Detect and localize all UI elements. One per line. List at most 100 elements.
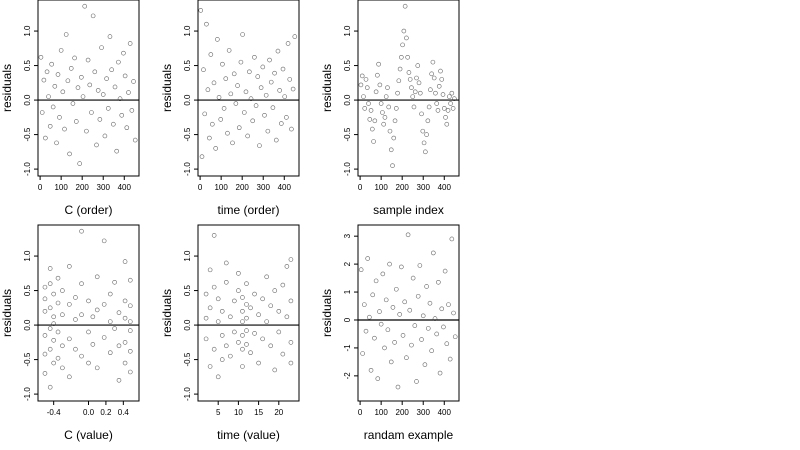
data-point: [401, 28, 407, 34]
y-tick-label: 1.0: [343, 25, 352, 37]
data-point: [39, 110, 45, 115]
data-point: [268, 79, 274, 85]
data-point: [73, 119, 79, 124]
data-point: [381, 121, 386, 127]
data-point: [445, 108, 451, 113]
data-point: [122, 73, 128, 79]
data-point: [255, 74, 261, 79]
x-tick-label: -0.4: [47, 408, 61, 417]
data-point: [79, 75, 84, 80]
data-point: [272, 288, 278, 293]
plot-frame: [37, 0, 140, 177]
y-tick-label: 0.0: [23, 94, 32, 106]
y-tick-label: 0: [343, 317, 352, 322]
data-point: [285, 41, 291, 46]
plot-frame: [357, 224, 460, 402]
x-tick-label: 100: [374, 408, 388, 417]
data-point: [277, 88, 282, 93]
data-point: [207, 135, 212, 141]
data-point: [367, 314, 372, 320]
data-point: [260, 296, 265, 302]
data-point: [114, 148, 119, 154]
data-point: [116, 343, 122, 349]
x-tick-label: 10: [234, 408, 243, 417]
data-point: [49, 61, 54, 67]
data-point: [79, 228, 84, 234]
data-point: [287, 77, 293, 82]
data-point: [380, 110, 385, 115]
data-point: [213, 146, 218, 151]
data-point: [288, 360, 294, 366]
data-point: [397, 312, 402, 317]
data-point: [276, 308, 282, 314]
data-point: [367, 117, 373, 122]
data-point: [292, 34, 298, 39]
data-point: [116, 59, 121, 65]
data-point: [393, 286, 399, 292]
data-point: [42, 333, 48, 338]
data-point: [441, 324, 446, 330]
data-point: [107, 319, 113, 324]
data-point: [434, 101, 439, 106]
x-tick-label: 0: [358, 183, 363, 192]
data-point: [387, 261, 392, 267]
y-tick-label: 0.0: [23, 319, 32, 331]
data-point: [378, 321, 384, 327]
data-point: [429, 348, 434, 354]
data-point: [215, 374, 221, 380]
data-point: [73, 317, 78, 322]
panel-random-example: 0 100 200 300 400 -2 -1 0 1 2 3 randam example resid…: [320, 224, 460, 442]
data-point: [422, 362, 428, 367]
data-point: [55, 275, 61, 281]
data-point: [107, 350, 113, 355]
data-point: [447, 94, 452, 99]
data-point: [447, 356, 453, 362]
data-point: [218, 117, 224, 122]
data-point: [94, 142, 99, 148]
data-point: [228, 314, 233, 320]
data-point: [112, 326, 117, 331]
data-point: [127, 319, 133, 324]
y-axis-label: residuals: [160, 64, 174, 112]
data-point: [42, 284, 48, 290]
panel-c-order: 0 100 200 300 400 -1.0 -0.5 0.0 0.5 1.0 C (order) r…: [0, 0, 140, 217]
data-point: [371, 139, 376, 144]
data-point: [417, 90, 423, 96]
x-tick-label: 300: [417, 408, 431, 417]
data-point: [112, 279, 117, 285]
data-point: [288, 298, 294, 304]
data-point: [127, 349, 133, 354]
data-point: [107, 34, 113, 39]
data-point: [407, 307, 413, 313]
x-axis-label: C (value): [64, 428, 113, 442]
data-point: [47, 281, 53, 286]
data-point: [400, 42, 405, 48]
data-point: [410, 94, 416, 99]
x-tick-label: 400: [438, 183, 452, 192]
data-point: [256, 360, 261, 366]
data-point: [219, 333, 225, 338]
data-point: [404, 35, 409, 41]
data-point: [122, 259, 128, 264]
data-point: [211, 346, 217, 352]
data-point: [372, 335, 377, 341]
y-tick-label: 0.5: [183, 284, 192, 296]
y-tick-label: -0.5: [23, 127, 32, 141]
data-point: [95, 88, 101, 93]
x-tick-label: 400: [278, 183, 292, 192]
data-point: [247, 69, 252, 75]
data-point: [207, 364, 213, 369]
data-point: [253, 103, 259, 108]
data-point: [79, 353, 84, 359]
data-point: [268, 343, 274, 349]
data-point: [122, 298, 128, 304]
data-point: [236, 288, 241, 293]
data-point: [245, 133, 250, 139]
data-point: [86, 298, 91, 304]
data-point: [60, 343, 65, 349]
data-point: [207, 267, 213, 273]
data-point: [41, 77, 47, 83]
data-point: [127, 41, 133, 46]
x-tick-label: 0: [198, 183, 203, 192]
